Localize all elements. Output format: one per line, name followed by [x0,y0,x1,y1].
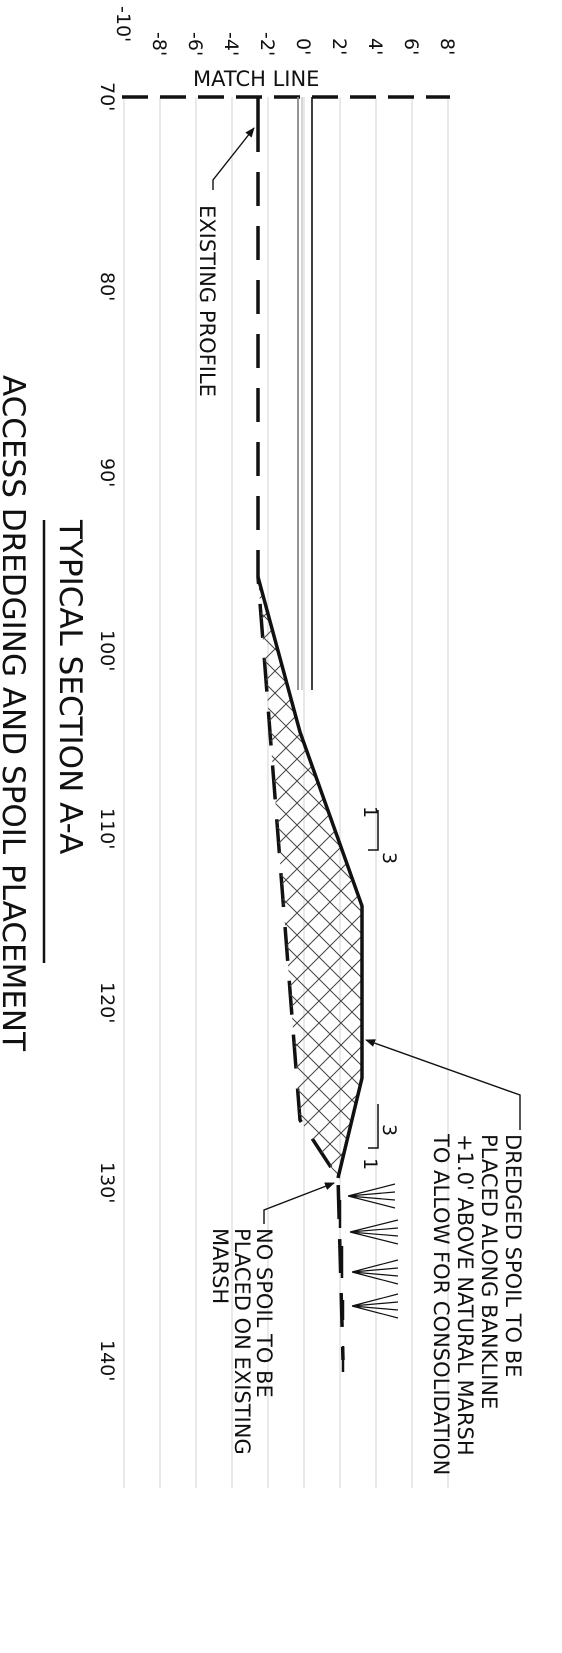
elevation-label: 2' [328,38,350,55]
station-label: 130' [96,1162,118,1204]
marsh-grass-icon [347,1183,399,1319]
elevation-label: -8' [148,32,170,56]
note-line: TO ALLOW FOR CONSOLIDATION [429,1133,453,1475]
slope-indicator-upper: 3 1 [359,806,400,864]
station-label: 140' [96,1340,118,1382]
station-label: 100' [96,630,118,672]
note-line: PLACED ON EXISTING [230,1228,254,1455]
title-block: TYPICAL SECTION A-A ACCESS DREDGING AND … [0,375,88,1052]
slope-indicator-lower: 3 1 [359,1104,400,1170]
spoil-placement [256,576,364,1179]
elevation-labels: -10' -8' -6' -4' -2' 0' 2' 4' 6' 8' [112,6,458,56]
note-line: MARSH [208,1228,232,1304]
station-label: 110' [96,808,118,850]
slope-rise-label: 1 [359,1158,381,1170]
leader-dredged-spoil [365,1039,521,1130]
station-label: 70' [96,82,118,111]
existing-profile-label: EXISTING PROFILE [195,205,219,397]
note-line: DREDGED SPOIL TO BE [501,1134,525,1377]
match-line: MATCH LINE [122,67,450,99]
leader-existing-profile [212,127,255,190]
station-label: 90' [96,458,118,487]
water-surface [297,97,313,690]
note-line: NO SPOIL TO BE [252,1228,276,1398]
elevation-label: 8' [436,38,458,55]
station-label: 120' [96,982,118,1024]
elevation-label: -2' [256,32,278,56]
slope-rise-label: 1 [359,806,381,818]
leader-no-spoil [263,1182,335,1224]
elevation-label: 0' [292,38,314,55]
slope-run-label: 3 [378,1124,400,1136]
match-line-label: MATCH LINE [193,67,319,91]
note-line: PLACED ALONG BANKLINE [477,1134,501,1409]
dredged-spoil-note: DREDGED SPOIL TO BE PLACED ALONG BANKLIN… [429,1133,525,1475]
elevation-label: -10' [112,6,134,42]
marsh-symbols [338,1183,399,1372]
drawing-subtitle: ACCESS DREDGING AND SPOIL PLACEMENT [0,375,31,1052]
slope-run-label: 3 [378,852,400,864]
elevation-label: 4' [364,38,386,55]
note-line: +1.0' ABOVE NATURAL MARSH [453,1134,477,1456]
elevation-label: -4' [220,32,242,56]
elevation-label: -6' [184,32,206,56]
elevation-label: 6' [400,38,422,55]
drawing-title: TYPICAL SECTION A-A [52,519,88,854]
station-label: 80' [96,272,118,301]
station-labels: 70' 80' 90' 100' 110' 120' 130' 140' [96,82,118,1382]
no-spoil-note: NO SPOIL TO BE PLACED ON EXISTING MARSH [208,1228,276,1455]
